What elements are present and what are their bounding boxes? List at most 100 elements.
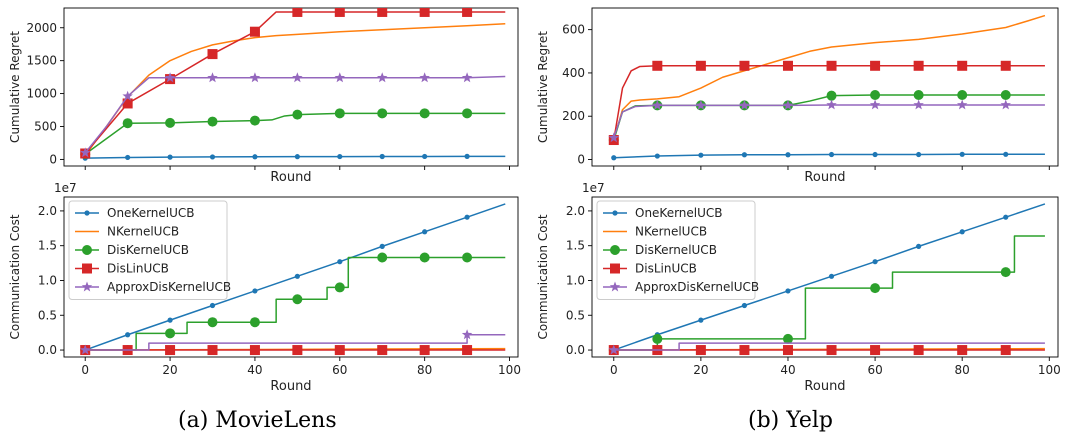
dislinucb-marker — [377, 345, 388, 356]
plot-frame — [591, 196, 1059, 358]
y-tick-label: 400 — [562, 66, 585, 80]
dislinucb-marker — [334, 8, 345, 17]
onekernelucb-marker — [654, 153, 660, 159]
dislinucb-marker — [913, 345, 924, 356]
x-axis-label: Round — [804, 170, 845, 185]
diskernelucb-marker — [419, 252, 430, 263]
x-tick-label: 0 — [81, 363, 89, 377]
approxdiskernelucb-marker — [869, 99, 881, 110]
y-tick-label: 2000 — [26, 21, 57, 35]
diskernelucb-marker — [826, 90, 837, 101]
dislinucb-marker — [913, 60, 924, 71]
onekernelucb-marker — [252, 154, 258, 160]
dislinucb-marker — [1000, 60, 1011, 71]
diskernelucb-marker — [462, 108, 473, 119]
legend-label: DisLinUCB — [107, 262, 169, 276]
onekernelucb-marker — [741, 302, 748, 309]
diskernelucb-marker — [870, 90, 881, 101]
onekernelucb-marker — [828, 151, 835, 158]
legend-label: OneKernelUCB — [635, 206, 723, 220]
diskernelucb-marker — [1000, 90, 1011, 101]
onekernelucb-marker — [125, 154, 131, 161]
onekernelucb-marker — [698, 152, 704, 158]
x-tick-label: 20 — [693, 363, 708, 377]
y-tick-label: 1.5 — [566, 239, 585, 253]
onekernelucb-marker — [1003, 214, 1009, 220]
chart-movielens_comm: 0 20 40 60 80 100 0.0 0.5 1.0 1.5 2.0 Round Communic… — [8, 181, 521, 394]
diskernelucb-marker — [334, 108, 345, 119]
dislinucb-marker — [870, 60, 881, 71]
diskernelucb-marker — [652, 333, 663, 344]
onekernelucb-marker — [828, 273, 835, 279]
x-tick-label: 40 — [780, 363, 795, 377]
series-line-dislinucb — [84, 11, 506, 154]
approxdiskernelucb-marker — [461, 329, 473, 340]
x-axis-label: Round — [270, 170, 311, 185]
approxdiskernelucb-marker — [79, 147, 91, 158]
dislinucb-marker — [249, 26, 260, 37]
y-tick-label: 600 — [562, 23, 585, 37]
dislinucb-marker — [739, 345, 750, 356]
dislinucb-marker — [652, 60, 663, 71]
y-tick-label: 1500 — [26, 54, 57, 68]
approxdiskernelucb-marker — [652, 99, 663, 110]
y-tick-label: 0 — [49, 152, 57, 166]
x-tick-label: 0 — [610, 363, 618, 377]
onekernelucb-marker — [916, 151, 922, 158]
x-tick-label: 80 — [955, 363, 970, 377]
onekernelucb-marker — [294, 273, 300, 279]
dislinucb-marker — [419, 8, 430, 17]
onekernelucb-marker — [872, 151, 878, 158]
diskernelucb-marker — [377, 252, 388, 263]
diskernelucb-marker — [462, 252, 473, 263]
onekernelucb-marker — [464, 153, 470, 159]
diskernelucb-marker — [334, 282, 345, 293]
dislinucb-marker — [826, 60, 837, 71]
plot-frame — [591, 7, 1059, 167]
y-axis-label: Communication Cost — [536, 214, 550, 339]
onekernelucb-marker — [785, 288, 791, 294]
scale-label: 1e7 — [54, 181, 77, 195]
diskernelucb-marker — [165, 328, 176, 339]
approxdiskernelucb-marker — [1000, 99, 1011, 110]
series-line-approxdiskernelucb — [613, 342, 1045, 351]
diskernelucb-marker — [377, 108, 388, 119]
onekernelucb-marker — [1003, 151, 1009, 157]
dislinucb-marker — [249, 345, 260, 356]
dislinucb-marker — [695, 60, 706, 71]
approxdiskernelucb-marker — [419, 72, 430, 83]
onekernelucb-marker — [872, 259, 878, 265]
onekernelucb-marker — [125, 332, 131, 338]
dislinucb-marker — [82, 263, 92, 274]
legend-label: OneKernelUCB — [107, 206, 195, 220]
legend-label: ApproxDisKernelUCB — [635, 280, 759, 294]
y-tick-label: 500 — [34, 120, 57, 134]
y-tick-label: 1.5 — [38, 239, 57, 253]
y-tick-label: 2.0 — [38, 204, 57, 218]
series-group — [79, 8, 506, 161]
dislinucb-marker — [957, 345, 968, 356]
caption-movielens: (a) MovieLens — [178, 408, 337, 433]
onekernelucb-marker — [252, 288, 258, 294]
approxdiskernelucb-marker — [122, 90, 133, 101]
onekernelucb-marker — [379, 243, 385, 249]
onekernelucb-marker — [422, 229, 428, 235]
approxdiskernelucb-marker — [956, 99, 968, 110]
series-line-approxdiskernelucb — [613, 104, 1045, 139]
x-tick-label: 20 — [162, 363, 177, 377]
dislinucb-marker — [462, 8, 473, 17]
approxdiskernelucb-marker — [695, 99, 707, 110]
y-tick-label: 2.0 — [566, 204, 585, 218]
diskernelucb-marker — [610, 245, 620, 255]
y-tick-label: 0.0 — [38, 343, 57, 357]
onekernelucb-marker — [167, 154, 173, 160]
diskernelucb-marker — [82, 245, 92, 255]
legend-label: DisKernelUCB — [635, 243, 717, 257]
approxdiskernelucb-marker — [207, 72, 218, 83]
onekernelucb-marker — [209, 302, 216, 309]
diskernelucb-marker — [249, 317, 260, 328]
plot-frame — [63, 7, 519, 167]
onekernelucb-marker — [698, 317, 704, 323]
plot-frame — [63, 196, 519, 358]
dislinucb-marker — [165, 345, 176, 356]
